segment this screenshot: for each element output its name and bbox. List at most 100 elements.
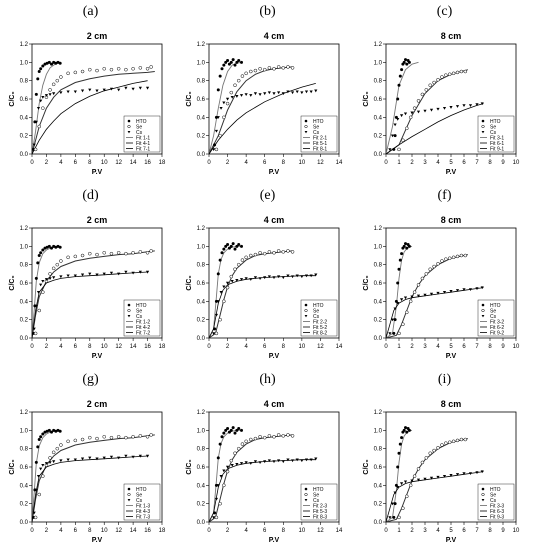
x-tick-label: 6 <box>74 344 78 350</box>
fit-line <box>209 275 316 338</box>
hto-point <box>398 74 402 78</box>
se-point <box>214 147 219 152</box>
cs-point <box>462 104 466 108</box>
x-tick-label: 12 <box>115 344 122 350</box>
cs-point <box>34 120 38 124</box>
hto-point <box>226 59 230 62</box>
cs-point <box>36 290 41 294</box>
cs-point <box>423 109 427 113</box>
cs-point <box>41 95 45 99</box>
cs-point <box>304 90 309 94</box>
cs-point <box>403 480 408 484</box>
cs-point <box>416 110 421 114</box>
legend-swatch <box>127 308 131 313</box>
hto-point <box>235 428 239 432</box>
y-tick-label: 0.4 <box>374 483 383 489</box>
chart-title: 8 cm <box>441 31 462 41</box>
cs-point <box>258 277 262 281</box>
legend-label: Cs <box>490 314 497 320</box>
se-point <box>37 308 41 313</box>
x-tick-label: 3 <box>423 160 427 166</box>
legend-label: Fit 9-2 <box>490 330 504 336</box>
x-tick-label: 0 <box>207 528 211 534</box>
x-tick-label: 9 <box>501 160 505 166</box>
cs-point <box>290 275 295 279</box>
x-tick-label: 0 <box>384 528 388 534</box>
legend-label: HTO <box>490 487 501 493</box>
legend-swatch <box>481 131 485 134</box>
x-tick-label: 2 <box>226 344 230 350</box>
hto-point <box>36 445 40 449</box>
se-point <box>55 446 60 451</box>
hto-point <box>235 244 239 248</box>
se-point <box>447 256 452 260</box>
x-tick-label: 0 <box>207 160 211 166</box>
legend-label: Fit 5-3 <box>313 509 327 515</box>
cs-point <box>462 472 466 476</box>
se-point <box>440 259 444 263</box>
se-point <box>48 88 52 92</box>
cs-point <box>290 459 295 463</box>
se-point <box>424 272 429 276</box>
y-tick-label: 0.4 <box>197 483 206 489</box>
hto-point <box>39 67 43 71</box>
cs-point <box>442 290 447 294</box>
y-tick-label: 1.2 <box>197 410 206 416</box>
x-tick-label: 6 <box>263 344 267 350</box>
hto-point <box>233 247 237 251</box>
fit-line <box>32 62 58 154</box>
legend-label: Cs <box>136 130 143 136</box>
legend-label: Se <box>136 308 142 314</box>
se-point <box>258 251 262 255</box>
y-tick-label: 0.2 <box>197 502 206 508</box>
y-tick-label: 1.2 <box>374 226 383 232</box>
fit-line <box>32 80 148 154</box>
cs-point <box>263 92 267 96</box>
cs-point <box>222 469 226 473</box>
hto-point <box>402 428 406 432</box>
legend-label: Fit 2-1 <box>313 135 327 141</box>
hto-point <box>405 62 409 66</box>
cs-point <box>32 511 36 515</box>
se-point <box>33 147 38 152</box>
hto-point <box>41 64 45 68</box>
se-point <box>59 443 63 447</box>
legend-swatch <box>304 315 308 318</box>
se-point <box>222 299 226 304</box>
se-point <box>80 69 85 74</box>
se-point <box>233 83 237 87</box>
x-tick-label: 8 <box>488 344 492 350</box>
y-tick-label: 1.0 <box>20 244 29 250</box>
hto-point <box>393 502 397 506</box>
fit-line <box>32 271 148 338</box>
legend-label: Fit 6-3 <box>490 509 504 515</box>
x-tick-label: 4 <box>59 344 63 350</box>
y-tick-label: 1.2 <box>374 42 383 48</box>
se-point <box>262 251 267 256</box>
se-point <box>59 75 63 79</box>
hto-point <box>237 243 241 246</box>
y-tick-label: 0.0 <box>20 520 29 526</box>
cs-point <box>480 286 484 290</box>
cs-point <box>95 457 99 461</box>
x-tick-label: 8 <box>282 528 286 534</box>
se-point <box>276 433 281 437</box>
se-point <box>244 255 248 260</box>
se-point <box>240 74 245 78</box>
cs-point <box>449 106 453 109</box>
se-point <box>233 451 237 455</box>
cs-point <box>436 291 440 295</box>
legend-label: Fit 9-1 <box>490 146 504 152</box>
se-point <box>267 66 272 70</box>
cs-point <box>102 456 106 460</box>
cs-point <box>117 456 121 460</box>
fit-line <box>386 69 469 154</box>
hto-point <box>216 456 220 460</box>
se-point <box>432 80 436 85</box>
legend-label: Se <box>313 124 319 130</box>
cs-point <box>309 90 313 94</box>
se-point <box>229 274 234 279</box>
se-point <box>401 322 405 326</box>
panel-label: (i) <box>437 372 452 387</box>
y-tick-label: 0.0 <box>374 520 383 526</box>
